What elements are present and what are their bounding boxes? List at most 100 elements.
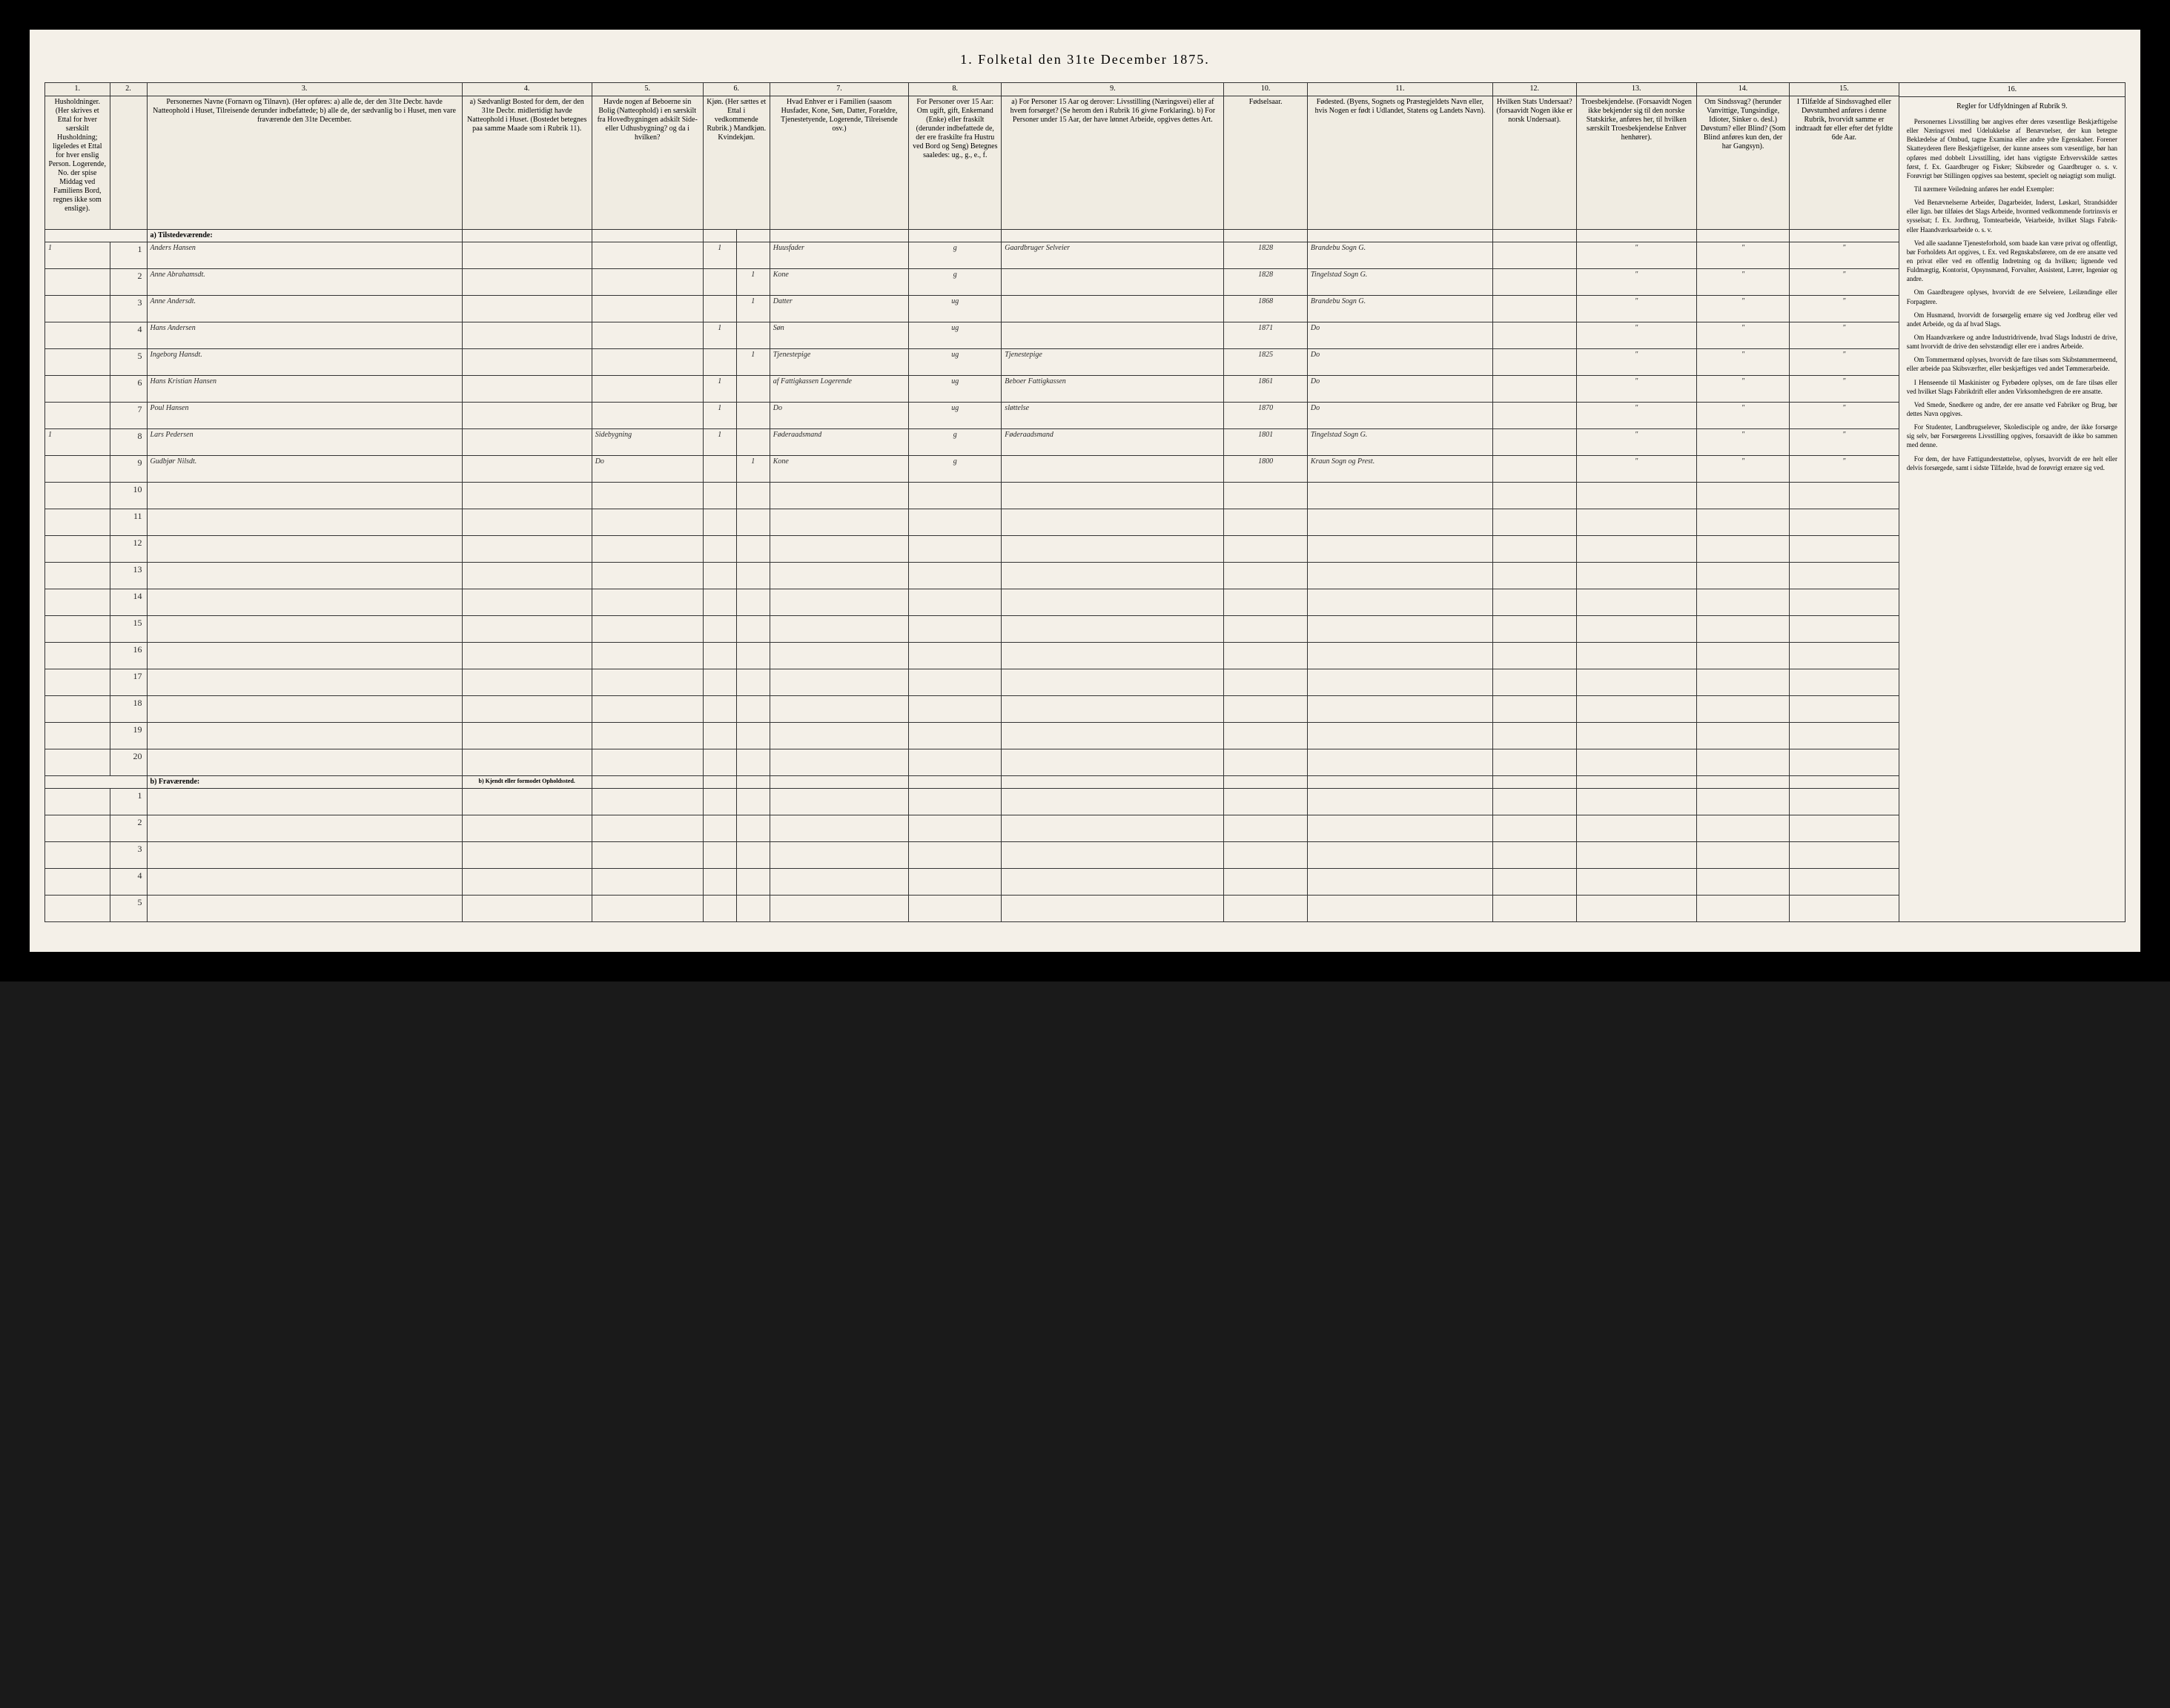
cell — [1224, 776, 1308, 789]
cell — [1697, 776, 1790, 789]
cell: " — [1576, 322, 1697, 349]
cell — [1002, 483, 1224, 509]
cell — [736, 589, 770, 616]
cell — [1492, 723, 1576, 749]
cell — [1307, 842, 1492, 869]
sidebar-paragraph: Om Husmænd, hvorvidt de forsørgelig ernæ… — [1907, 311, 2117, 328]
sidebar-paragraph: Om Gaardbrugere oplyses, hvorvidt de ere… — [1907, 288, 2117, 305]
col-header: For Personer over 15 Aar: Om ugift, gift… — [909, 96, 1002, 230]
cell: 12 — [110, 536, 147, 563]
cell: " — [1576, 456, 1697, 483]
table-row: 2 — [45, 815, 1899, 842]
cell: 3 — [110, 842, 147, 869]
cell — [1002, 776, 1224, 789]
table-row: 18 — [45, 696, 1899, 723]
cell — [770, 483, 909, 509]
cell: " — [1697, 349, 1790, 376]
cell: 1 — [736, 456, 770, 483]
cell: " — [1790, 269, 1899, 296]
table-row: 9Gudbjør Nilsdt.Do1Koneg1800Kraun Sogn o… — [45, 456, 1899, 483]
cell — [703, 669, 736, 696]
cell — [592, 815, 703, 842]
cell — [592, 723, 703, 749]
table-row: 7Poul Hansen1Dougsløttelse1870Do""" — [45, 403, 1899, 429]
cell: Gaardbruger Selveier — [1002, 242, 1224, 269]
cell — [1576, 643, 1697, 669]
cell — [1224, 643, 1308, 669]
cell — [45, 376, 110, 403]
cell: " — [1576, 429, 1697, 456]
census-table: 1.2.3.4.5.6.7.8.9.10.11.12.13.14.15. Hus… — [44, 82, 1899, 922]
cell — [1224, 723, 1308, 749]
cell — [736, 483, 770, 509]
cell — [1576, 723, 1697, 749]
cell: 10 — [110, 483, 147, 509]
cell — [1002, 563, 1224, 589]
cell: Brandebu Sogn G. — [1307, 296, 1492, 322]
cell — [45, 563, 110, 589]
sidebar-paragraph: Ved alle saadanne Tjenesteforhold, som b… — [1907, 239, 2117, 284]
cell — [592, 296, 703, 322]
cell — [1307, 563, 1492, 589]
cell — [592, 322, 703, 349]
cell — [909, 669, 1002, 696]
cell — [770, 643, 909, 669]
cell — [909, 230, 1002, 242]
cell — [1790, 789, 1899, 815]
cell — [909, 589, 1002, 616]
cell — [703, 643, 736, 669]
cell — [1307, 789, 1492, 815]
cell: 5 — [110, 896, 147, 922]
cell — [1697, 536, 1790, 563]
cell — [703, 842, 736, 869]
cell: 1 — [45, 242, 110, 269]
col-num: 15. — [1790, 83, 1899, 96]
cell — [1576, 776, 1697, 789]
cell — [1697, 749, 1790, 776]
cell — [1697, 643, 1790, 669]
cell: 15 — [110, 616, 147, 643]
cell — [1492, 322, 1576, 349]
cell — [1576, 563, 1697, 589]
cell: 1871 — [1224, 322, 1308, 349]
cell: b) Kjendt eller formodet Opholdssted. — [462, 776, 592, 789]
cell: " — [1790, 349, 1899, 376]
cell — [1224, 230, 1308, 242]
cell — [736, 842, 770, 869]
cell: " — [1790, 322, 1899, 349]
cell: 1828 — [1224, 242, 1308, 269]
cell — [1492, 643, 1576, 669]
cell — [1224, 869, 1308, 896]
cell — [45, 749, 110, 776]
cell — [45, 776, 148, 789]
cell — [1790, 643, 1899, 669]
cell — [736, 643, 770, 669]
cell — [909, 869, 1002, 896]
cell — [45, 842, 110, 869]
cell: 1 — [110, 789, 147, 815]
cell — [703, 483, 736, 509]
cell: 9 — [110, 456, 147, 483]
cell — [1307, 869, 1492, 896]
cell: 11 — [110, 509, 147, 536]
cell: g — [909, 429, 1002, 456]
document-page: 1. Folketal den 31te December 1875. 1.2.… — [30, 30, 2140, 952]
table-body: a) Tilstedeværende:11Anders Hansen1Huusf… — [45, 230, 1899, 922]
cell — [1002, 230, 1224, 242]
cell — [1002, 509, 1224, 536]
cell: " — [1576, 242, 1697, 269]
cell: " — [1790, 429, 1899, 456]
cell: " — [1697, 322, 1790, 349]
cell — [1492, 616, 1576, 643]
cell: 1 — [736, 296, 770, 322]
cell — [45, 723, 110, 749]
cell: Anders Hansen — [147, 242, 462, 269]
cell — [1790, 696, 1899, 723]
col-num: 1. — [45, 83, 110, 96]
cell: Sidebygning — [592, 429, 703, 456]
cell — [1576, 869, 1697, 896]
cell: ug — [909, 376, 1002, 403]
col-num: 3. — [147, 83, 462, 96]
cell — [703, 349, 736, 376]
cell — [462, 842, 592, 869]
